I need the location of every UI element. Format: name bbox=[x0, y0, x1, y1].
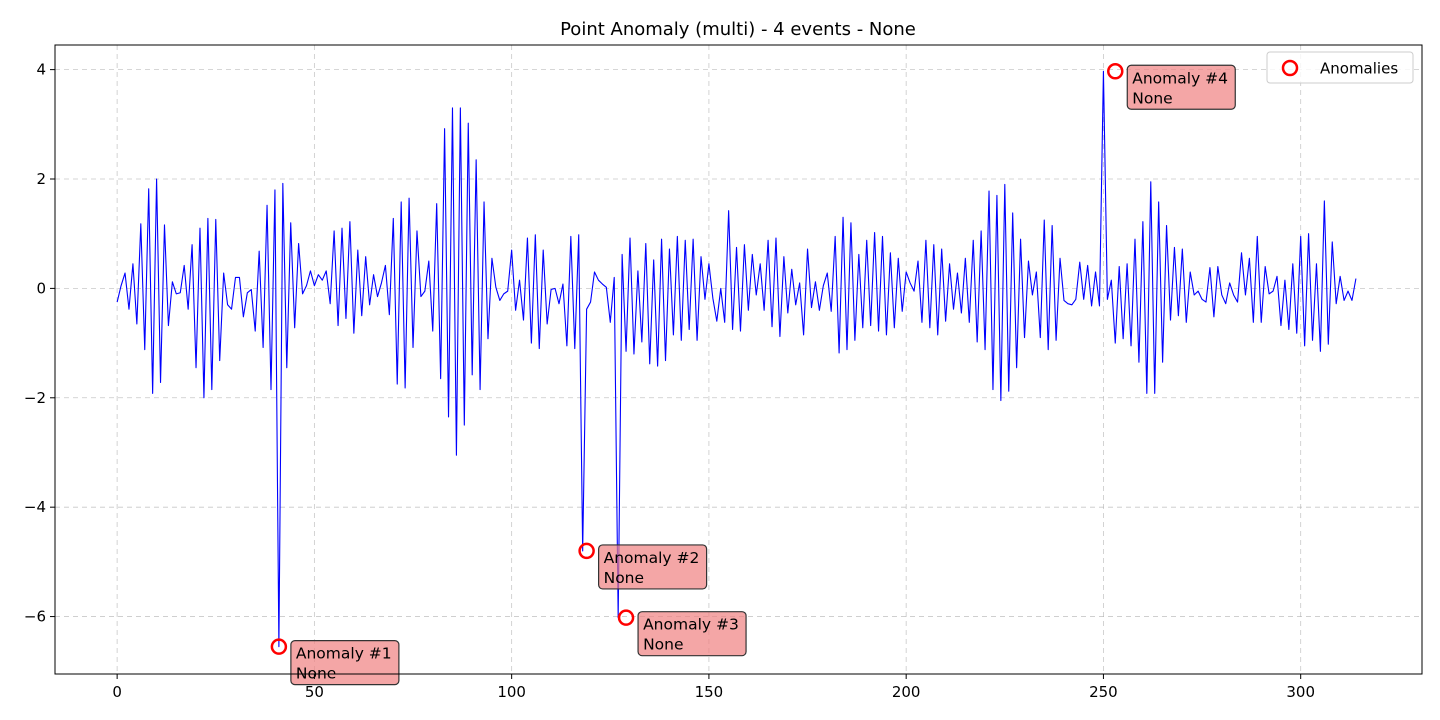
x-tick-label: 150 bbox=[695, 683, 724, 701]
anomaly-marker bbox=[270, 638, 288, 655]
annotation-label: Anomaly #2 bbox=[604, 549, 700, 567]
annotation-label: Anomaly #1 bbox=[296, 645, 392, 663]
chart-title: Point Anomaly (multi) - 4 events - None bbox=[560, 19, 916, 40]
y-tick-label: 0 bbox=[36, 279, 46, 297]
legend-frame bbox=[1266, 51, 1414, 84]
x-tick-label: 200 bbox=[892, 683, 921, 701]
anomaly-annotation: Anomaly #2 None bbox=[598, 544, 708, 590]
legend-anomaly-marker bbox=[1281, 59, 1299, 77]
annotation-box bbox=[637, 611, 747, 657]
x-tick-label: 250 bbox=[1089, 683, 1118, 701]
annotation-box bbox=[1126, 64, 1236, 110]
annotation-label: Anomaly #4 bbox=[1132, 69, 1228, 87]
legend-anomalies-label: Anomalies bbox=[1320, 60, 1398, 78]
annotation-sublabel: None bbox=[604, 569, 644, 587]
y-tick-label: −4 bbox=[24, 498, 46, 516]
annotation-sublabel: None bbox=[643, 636, 683, 654]
x-tick-label: 100 bbox=[497, 683, 526, 701]
annotation-box bbox=[598, 544, 708, 590]
legend: Anomalies bbox=[1266, 51, 1414, 84]
x-tick-label: 0 bbox=[112, 683, 122, 701]
y-tick-label: −2 bbox=[24, 389, 46, 407]
series-line bbox=[116, 70, 1357, 648]
anomaly-marker bbox=[617, 609, 635, 626]
annotation-label: Anomaly #3 bbox=[643, 616, 739, 634]
x-tick-label: 300 bbox=[1286, 683, 1315, 701]
x-tick-label: 50 bbox=[305, 683, 324, 701]
y-tick-label: 4 bbox=[36, 61, 46, 79]
grid-layer bbox=[55, 45, 1422, 674]
annotation-sublabel: None bbox=[1132, 89, 1172, 107]
y-tick-label: −6 bbox=[24, 608, 46, 626]
y-tick-label: 2 bbox=[36, 170, 46, 188]
series-layer bbox=[116, 70, 1357, 648]
anomaly-annotation: Anomaly #4 None bbox=[1126, 64, 1236, 110]
anomaly-marker bbox=[1107, 63, 1124, 80]
axes-frame bbox=[54, 44, 1423, 675]
anomaly-marker bbox=[578, 542, 595, 560]
axes-layer: 0 50 100 150 200 250 300 −6 −4 −2 0 2 4 bbox=[24, 44, 1423, 701]
anomaly-annotation: Anomaly #3 None bbox=[637, 611, 747, 657]
